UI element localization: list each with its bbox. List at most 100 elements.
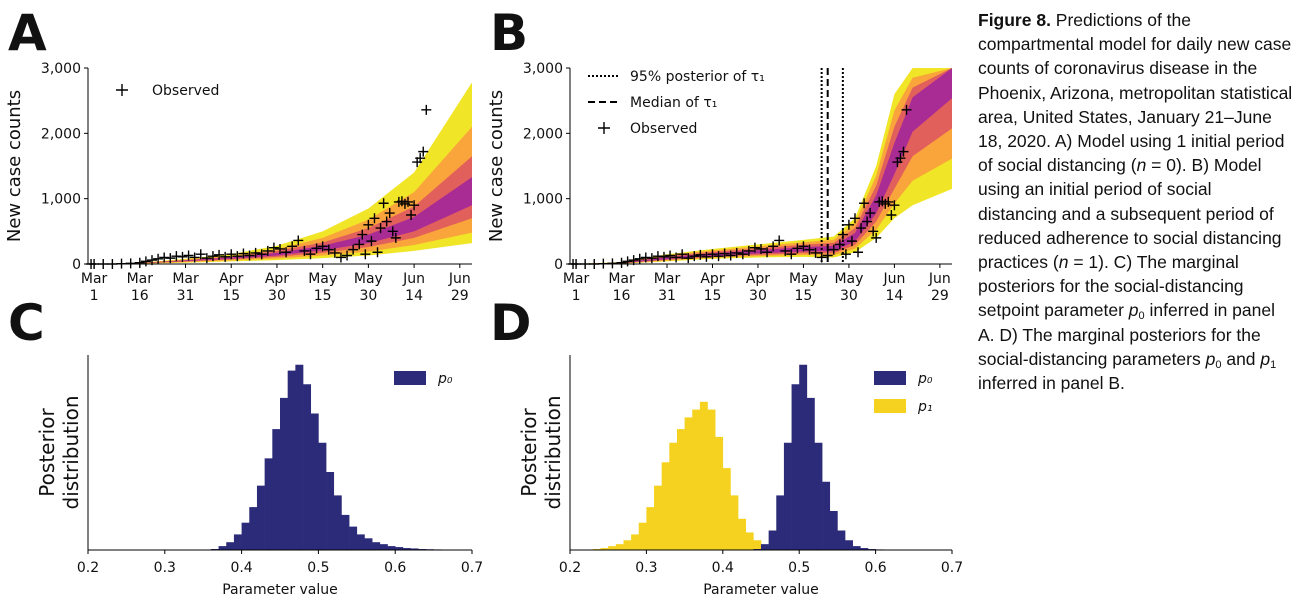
histogram-bar (684, 417, 693, 550)
histogram-bar (730, 495, 739, 550)
x-tick-label-line: 1 (572, 288, 581, 304)
histogram-bar (837, 530, 846, 550)
observed-point (207, 251, 218, 262)
y-tick-label: 2,000 (41, 126, 81, 142)
x-tick-label: 0.6 (384, 560, 406, 576)
x-tick-label: 0.4 (712, 560, 734, 576)
observed-point (329, 247, 340, 258)
x-tick-label-line: 15 (795, 288, 813, 304)
observed-point (749, 242, 760, 253)
observed-point (780, 245, 791, 256)
observed-point (683, 253, 694, 264)
observed-point (665, 250, 676, 261)
observed-point (293, 235, 304, 246)
observed-point (719, 248, 730, 259)
histogram-bar (692, 409, 701, 550)
observed-point (743, 245, 754, 256)
histogram-bar (318, 442, 327, 550)
histogram-bar (783, 442, 792, 550)
x-tick-label: Mar 1 (81, 271, 108, 304)
observed-point (189, 252, 200, 263)
x-tick-label-line: 14 (885, 288, 903, 304)
histogram-bar (295, 364, 304, 550)
observed-point (886, 210, 897, 220)
observed-point (183, 250, 194, 261)
panel-letter: C (8, 294, 45, 352)
observed-point (409, 200, 420, 211)
caption-text: Predictions of the compartmental model f… (978, 10, 1293, 176)
observed-point (695, 249, 706, 260)
observed-point (177, 251, 188, 262)
histogram-bar (745, 532, 754, 550)
y-tick-label: 1,000 (523, 192, 563, 208)
observed-point (828, 244, 839, 255)
y-tick-label: 0 (72, 257, 81, 273)
observed-point (725, 250, 736, 261)
histogram-bar (608, 546, 617, 550)
histogram-bar (410, 548, 419, 550)
observed-point (713, 251, 724, 262)
x-tick-label: 0.2 (559, 560, 581, 576)
histogram-bar (280, 397, 288, 550)
observed-point (375, 223, 386, 234)
observed-point (898, 146, 909, 157)
x-tick-label-line: Mar (654, 271, 681, 287)
observed-point (865, 208, 876, 219)
x-tick-label: Jun 14 (402, 271, 425, 304)
observed-point (816, 252, 827, 263)
histogram-bar (715, 436, 724, 550)
legend-label: Observed (630, 121, 697, 137)
histogram-bar (395, 547, 404, 550)
histogram-bar (845, 540, 853, 550)
legend-marker (598, 122, 610, 134)
histogram-bar (654, 485, 662, 550)
x-tick-label-line: 29 (451, 288, 469, 304)
x-tick-label: 0.4 (230, 560, 252, 576)
histogram-bar (310, 413, 319, 550)
observed-point (348, 244, 359, 255)
x-tick-label-line: 30 (749, 288, 767, 304)
histogram-bar (272, 429, 281, 550)
histogram-bar (646, 507, 655, 550)
observed-point (147, 255, 157, 266)
observed-point (357, 229, 368, 240)
x-tick-label: Apr 30 (265, 271, 289, 304)
x-tick-label-line: Apr (700, 271, 724, 287)
x-tick-label-line: Mar (608, 271, 635, 287)
observed-point (646, 253, 657, 264)
observed-point (628, 255, 639, 266)
histogram-bar (753, 540, 762, 550)
caption-text: n (1058, 252, 1069, 273)
y-tick-label: 2,000 (523, 126, 563, 142)
x-tick-label: 0.3 (154, 560, 176, 576)
observed-point (232, 251, 243, 262)
x-tick-label-line: 31 (177, 288, 195, 304)
legend-label: 95% posterior of τ₁ (630, 69, 765, 85)
histogram-bar (791, 384, 800, 550)
x-tick-label: Apr 15 (700, 271, 724, 304)
y-tick-label: 1,000 (41, 192, 81, 208)
histogram-bar (707, 409, 716, 550)
plot-area (94, 82, 472, 264)
observed-point (369, 213, 380, 224)
observed-point (305, 249, 316, 260)
histogram-bar (638, 522, 647, 550)
x-tick-label: 0.7 (461, 560, 483, 576)
histogram-bar (226, 542, 235, 550)
observed-point (153, 253, 164, 264)
y-axis-label: distribution (541, 396, 565, 510)
x-tick-label-line: May (354, 271, 383, 287)
x-tick-label: 0.5 (307, 560, 329, 576)
x-axis-label: Parameter value (703, 582, 819, 598)
x-tick-label-line: 14 (405, 288, 423, 304)
observed-point (220, 251, 231, 262)
histogram-bar (387, 546, 396, 550)
observed-point (366, 236, 377, 247)
legend-swatch (874, 371, 906, 385)
x-tick-label-line: 30 (840, 288, 858, 304)
observed-point (671, 252, 682, 263)
observed-point (403, 196, 413, 207)
observed-point (731, 247, 742, 258)
histogram-bar (356, 534, 365, 550)
observed-point (311, 243, 322, 254)
